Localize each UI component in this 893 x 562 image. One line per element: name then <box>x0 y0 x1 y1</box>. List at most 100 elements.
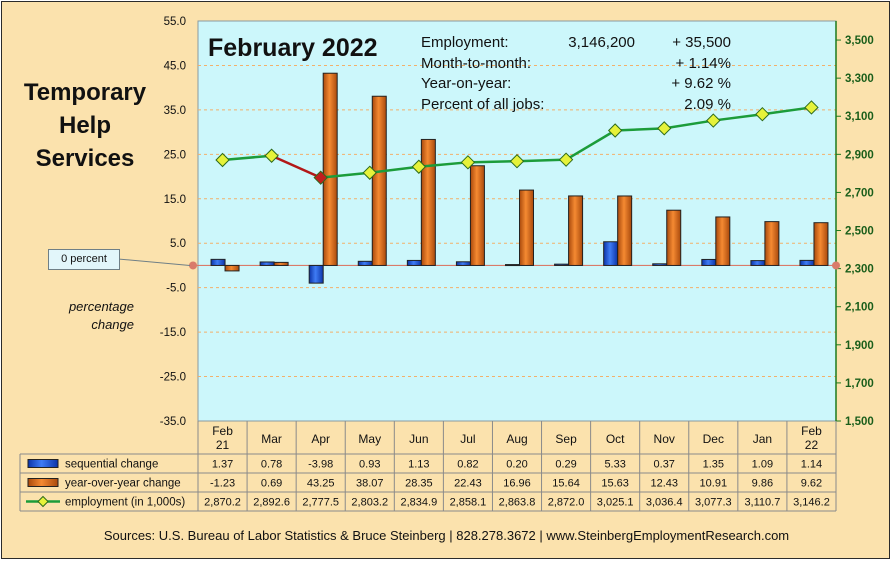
data-table-value: -1.23 <box>210 478 235 490</box>
sequential-bar <box>308 264 324 284</box>
data-table-value: 43.25 <box>307 478 335 490</box>
left-axis-tick-label: 5.0 <box>170 238 186 250</box>
data-table-value: 10.91 <box>700 478 728 490</box>
category-label: 22 <box>805 438 819 452</box>
left-axis-tick-label: 55.0 <box>164 16 186 28</box>
zero-percent-callout: 0 percent <box>48 249 120 270</box>
yoy-bar <box>322 72 338 266</box>
data-table-value: 22.43 <box>454 478 482 490</box>
category-label: Dec <box>703 432 724 446</box>
employment-line-segment <box>565 129 616 161</box>
data-table-value: 5.33 <box>604 459 625 471</box>
category-label: 21 <box>216 438 230 452</box>
left-axis-tick-label: 25.0 <box>164 149 186 161</box>
legend-key-sequential <box>27 459 59 468</box>
zero-line-marker <box>832 261 840 270</box>
category-label: Aug <box>506 432 527 446</box>
category-label: Feb <box>801 424 822 438</box>
data-table-value: 0.78 <box>261 459 282 471</box>
right-axis-tick-label: 1,700 <box>845 378 874 390</box>
yoy-bar <box>420 138 436 266</box>
employment-marker <box>755 106 770 122</box>
category-label: Oct <box>606 432 625 446</box>
legend-key-marker <box>37 495 49 508</box>
yoy-bar <box>519 189 534 266</box>
data-table-value: 0.29 <box>555 459 576 471</box>
data-table-value: -3.98 <box>308 459 333 471</box>
left-axis-tick-label: -15.0 <box>160 327 186 339</box>
data-table-value: 0.20 <box>506 459 527 471</box>
employment-line-segment <box>467 159 518 164</box>
data-table-value: 2,777.5 <box>302 497 339 509</box>
category-label: Feb <box>212 424 233 438</box>
data-table-value: 2,870.2 <box>204 497 241 509</box>
sequential-bar <box>259 261 275 266</box>
data-table-value: 28.35 <box>405 478 433 490</box>
yoy-bar <box>371 95 387 266</box>
right-axis-tick-label: 2,700 <box>845 187 874 199</box>
stat-label: Month-to-month: <box>421 54 532 72</box>
data-table-value: 3,146.2 <box>793 497 830 509</box>
employment-line-segment <box>713 112 763 122</box>
employment-line-segment <box>271 154 322 179</box>
yoy-bar <box>666 209 682 266</box>
stat-label: Percent of all jobs: <box>421 95 545 113</box>
data-table-value: 2,863.8 <box>499 497 536 509</box>
data-table-value: 0.37 <box>654 459 675 471</box>
data-table-value: 2,872.0 <box>548 497 585 509</box>
stat-month-to-month: Month-to-month: + 1.14% <box>421 54 731 75</box>
data-table-value: 1.13 <box>408 459 429 471</box>
data-table-value: 1.35 <box>703 459 724 471</box>
right-axis-tick-label: 3,300 <box>845 73 874 85</box>
yoy-bar <box>469 165 485 266</box>
employment-line-segment <box>664 119 714 130</box>
stat-percent-of-jobs: Percent of all jobs: 2.09 % <box>421 95 731 116</box>
sequential-bar <box>406 259 422 266</box>
left-axis-tick-label: 15.0 <box>164 194 186 206</box>
sequential-bar <box>799 259 815 266</box>
left-axis-label: percentage change <box>42 298 134 334</box>
legend-label: year-over-year change <box>65 478 181 490</box>
data-table-value: 15.64 <box>552 478 580 490</box>
data-table-value: 0.69 <box>261 478 282 490</box>
yoy-bar <box>813 222 829 266</box>
data-table-value: 3,110.7 <box>744 497 780 509</box>
right-axis-tick-label: 1,900 <box>845 340 874 352</box>
employment-line-segment <box>369 165 419 175</box>
employment-line-segment <box>320 171 370 179</box>
data-table-value: 16.96 <box>503 478 531 490</box>
stat-change: + 35,500 <box>672 34 731 51</box>
right-axis-tick-label: 1,500 <box>845 416 874 428</box>
yoy-bar <box>764 221 780 266</box>
sequential-bar <box>701 258 717 266</box>
side-title-line: Services <box>35 145 135 172</box>
data-table-value: 1.09 <box>752 459 773 471</box>
employment-marker <box>215 152 230 168</box>
left-axis-label-line: change <box>91 317 134 332</box>
employment-marker <box>362 165 377 180</box>
data-table-value: 9.86 <box>752 478 773 490</box>
data-table-value: 3,036.4 <box>646 497 683 509</box>
right-axis-tick-label: 3,500 <box>845 35 874 47</box>
legend-key-yoy <box>27 478 59 487</box>
category-label: Mar <box>261 432 282 446</box>
right-axis-tick-label: 2,300 <box>845 264 874 276</box>
data-table-value: 2,834.9 <box>400 497 437 509</box>
stat-label: Year-on-year: <box>421 75 512 92</box>
data-table-value: 3,077.3 <box>695 497 732 509</box>
data-table-value: 9.62 <box>801 478 822 490</box>
sequential-bar <box>505 264 520 267</box>
legend-label: employment (in 1,000s) <box>65 497 185 509</box>
left-axis-tick-label: 35.0 <box>164 105 186 117</box>
yoy-bar <box>617 195 633 266</box>
sequential-bar <box>554 263 570 266</box>
sequential-bar <box>210 258 226 266</box>
sequential-bar <box>750 260 766 266</box>
right-axis-tick-label: 2,900 <box>845 149 874 161</box>
stat-label: Employment: <box>421 34 509 51</box>
legend-label: sequential change <box>65 459 158 471</box>
category-label: Jul <box>460 432 475 446</box>
employment-marker <box>558 152 574 167</box>
